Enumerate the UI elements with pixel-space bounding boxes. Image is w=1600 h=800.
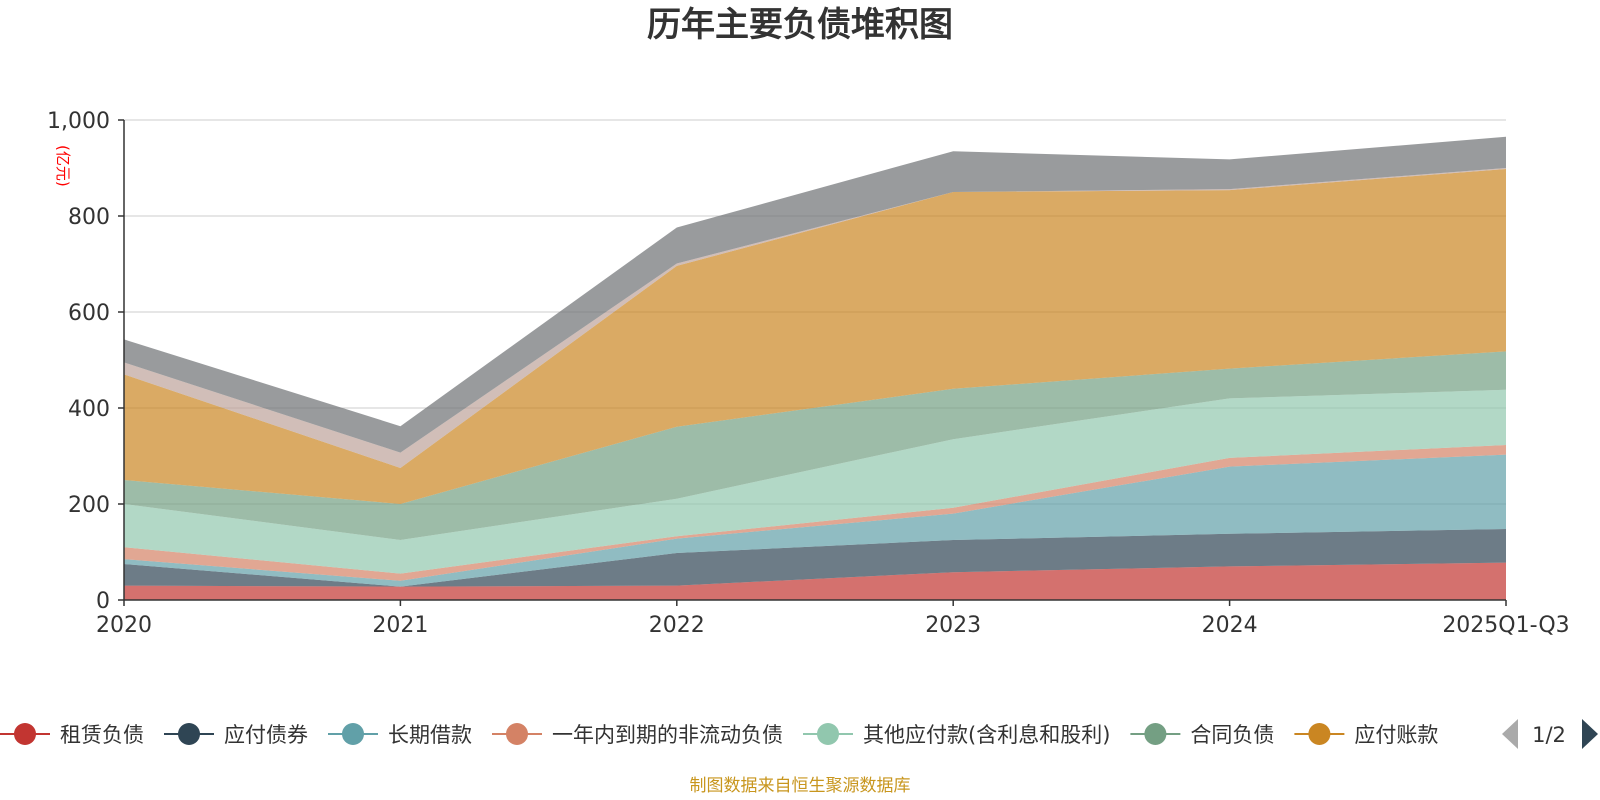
legend-marker: [342, 723, 364, 745]
x-tick-label: 2022: [649, 613, 705, 638]
legend-label: 一年内到期的非流动负债: [552, 723, 783, 747]
legend-label: 租赁负债: [60, 723, 144, 747]
legend-label: 长期借款: [388, 723, 472, 747]
y-tick-label: 1,000: [47, 109, 110, 134]
legend-marker: [506, 723, 528, 745]
area-series-1: [124, 529, 1506, 587]
legend-item[interactable]: 租赁负债: [0, 723, 144, 747]
chart-title: 历年主要负债堆积图: [647, 5, 953, 45]
legend-marker: [14, 723, 36, 745]
x-tick-label: 2020: [96, 613, 152, 638]
y-tick-label: 600: [68, 301, 110, 326]
legend-item[interactable]: 合同负债: [1130, 723, 1274, 747]
y-tick-label: 0: [96, 589, 110, 614]
y-tick-label: 400: [68, 397, 110, 422]
legend-label: 其他应付款(含利息和股利): [863, 723, 1110, 747]
legend-label: 应付账款: [1354, 723, 1438, 747]
x-tick-label: 2025Q1-Q3: [1442, 613, 1569, 638]
legend-items: 租赁负债 应付债券 长期借款 一年内到期的非流动负债 其他应付款(含利息和股利) 合同负债…: [0, 723, 1438, 747]
legend-item[interactable]: 一年内到期的非流动负债: [492, 723, 783, 747]
legend-marker: [817, 723, 839, 745]
y-axis-unit: (亿元): [54, 145, 72, 187]
x-tick-label: 2021: [372, 613, 428, 638]
legend-next-arrow-icon[interactable]: [1582, 719, 1598, 749]
y-tick-label: 200: [68, 493, 110, 518]
legend-marker: [178, 723, 200, 745]
area-series-7: [124, 168, 1506, 468]
legend-label: 应付债券: [224, 723, 308, 747]
legend-prev-arrow-icon[interactable]: [1502, 719, 1518, 749]
area-series-0: [124, 562, 1506, 600]
area-series-8: [124, 136, 1506, 453]
areas: [124, 136, 1506, 600]
data-source-note: 制图数据来自恒生聚源数据库: [690, 776, 911, 796]
area-series-4: [124, 389, 1506, 574]
legend-item[interactable]: 其他应付款(含利息和股利): [803, 723, 1110, 747]
area-series-3: [124, 445, 1506, 581]
axes: 0 200 400 600 800 1,000 2020 2021 2022 2023 2024 20…: [47, 109, 1570, 638]
legend: 租赁负债 应付债券 长期借款 一年内到期的非流动负债 其他应付款(含利息和股利) 合同负债…: [0, 719, 1598, 749]
area-series-6: [124, 169, 1506, 504]
area-series-5: [124, 351, 1506, 540]
y-tick-label: 800: [68, 205, 110, 230]
legend-page-indicator: 1/2: [1532, 723, 1566, 747]
legend-label: 合同负债: [1190, 723, 1274, 747]
x-tick-label: 2023: [925, 613, 981, 638]
legend-item[interactable]: 应付债券: [164, 723, 308, 747]
legend-item[interactable]: 长期借款: [328, 723, 472, 747]
area-series-2: [124, 454, 1506, 587]
legend-item[interactable]: 应付账款: [1294, 723, 1438, 747]
legend-marker: [1308, 723, 1331, 745]
x-tick-label: 2024: [1202, 613, 1258, 638]
legend-marker: [1144, 723, 1167, 745]
